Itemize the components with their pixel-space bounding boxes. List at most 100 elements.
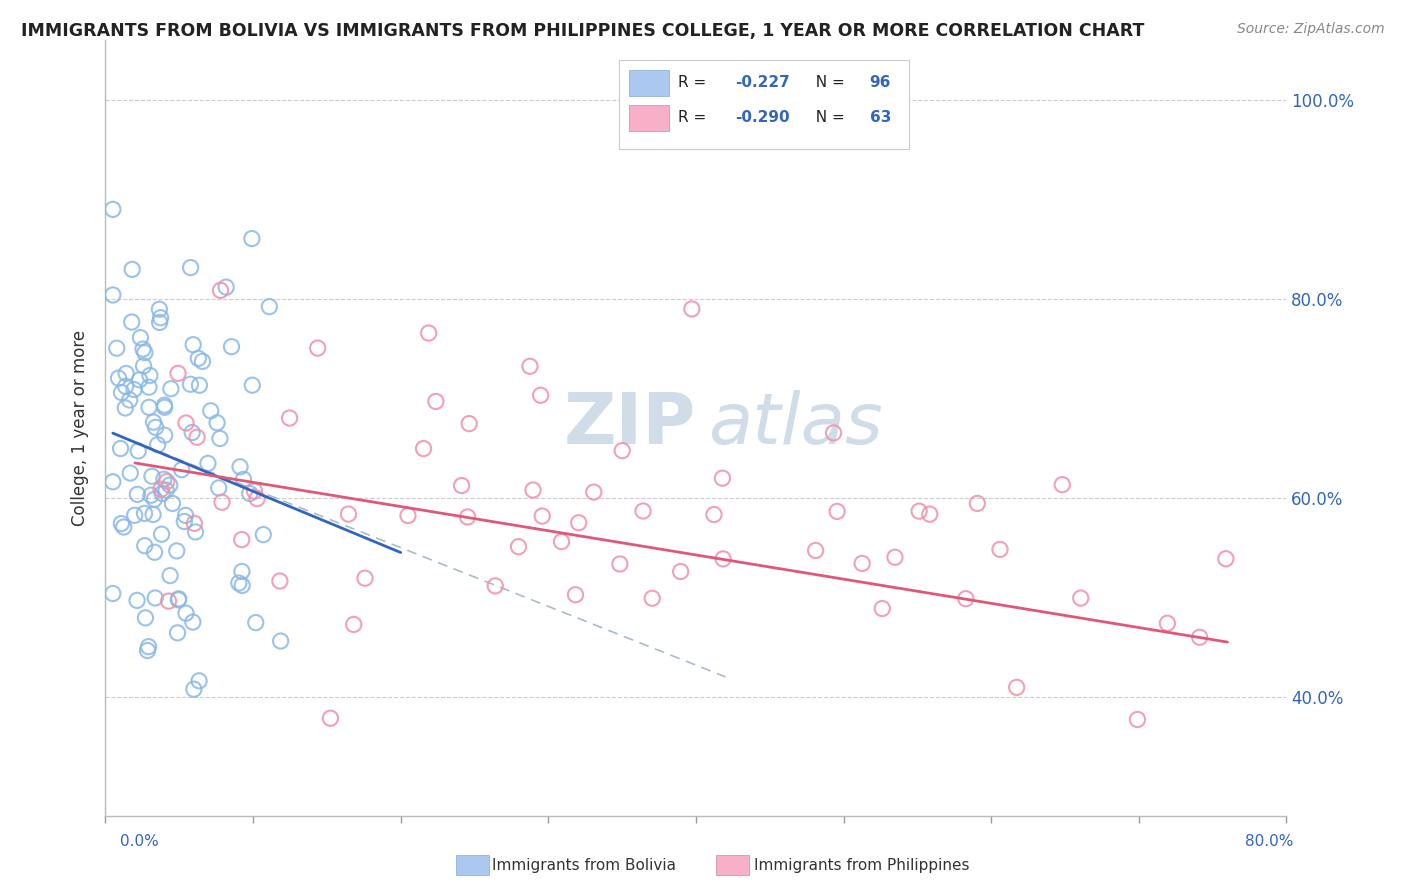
Point — [804, 543, 827, 558]
Text: 96: 96 — [869, 75, 891, 90]
Point — [112, 520, 135, 534]
Point — [252, 527, 274, 541]
Point — [278, 411, 301, 425]
Point — [418, 326, 440, 340]
Point — [269, 574, 291, 588]
Point — [121, 315, 143, 329]
Point — [884, 550, 907, 565]
Point — [101, 475, 124, 489]
Point — [122, 383, 145, 397]
Point — [139, 368, 162, 383]
Point — [240, 378, 263, 392]
Point — [564, 588, 586, 602]
Point — [150, 527, 173, 541]
Point — [134, 539, 156, 553]
Point — [1052, 477, 1074, 491]
Point — [259, 300, 281, 314]
Point — [703, 508, 725, 522]
Point — [484, 579, 506, 593]
Point — [134, 507, 156, 521]
Text: 63: 63 — [869, 111, 891, 125]
Point — [232, 472, 254, 486]
Point — [143, 492, 166, 507]
Point — [425, 394, 447, 409]
Point — [167, 592, 190, 607]
Point — [229, 459, 252, 474]
Text: N =: N = — [806, 111, 849, 125]
Point — [231, 533, 253, 547]
Point — [149, 310, 172, 325]
Point — [609, 557, 631, 571]
Text: -0.290: -0.290 — [735, 111, 790, 125]
Point — [412, 442, 434, 456]
Point — [143, 591, 166, 605]
Point — [101, 202, 124, 217]
Point — [128, 373, 150, 387]
Point — [114, 379, 136, 393]
Point — [1070, 591, 1092, 605]
Point — [522, 483, 544, 497]
Point — [110, 442, 132, 456]
Point — [110, 385, 132, 400]
Point — [181, 615, 204, 629]
Point — [132, 359, 155, 373]
FancyBboxPatch shape — [628, 70, 669, 96]
Point — [167, 367, 190, 381]
Point — [183, 682, 205, 697]
Point — [711, 471, 734, 485]
Point — [711, 552, 734, 566]
Point — [519, 359, 541, 374]
Text: Source: ZipAtlas.com: Source: ZipAtlas.com — [1237, 22, 1385, 37]
Point — [141, 469, 163, 483]
Text: 0.0%: 0.0% — [120, 834, 159, 848]
Point — [568, 516, 591, 530]
Point — [343, 617, 366, 632]
Point — [631, 504, 654, 518]
Point — [191, 354, 214, 368]
Point — [208, 432, 231, 446]
Point — [148, 302, 170, 317]
FancyBboxPatch shape — [628, 104, 669, 131]
Point — [188, 378, 211, 392]
Point — [183, 516, 205, 531]
Point — [550, 534, 572, 549]
Point — [531, 509, 554, 524]
Point — [160, 382, 183, 396]
Point — [159, 568, 181, 582]
Point — [270, 634, 292, 648]
Point — [243, 483, 266, 498]
Point — [180, 260, 202, 275]
Point — [174, 416, 197, 430]
Point — [138, 380, 160, 394]
Point — [170, 463, 193, 477]
Point — [115, 367, 138, 381]
Point — [458, 417, 481, 431]
Point — [174, 508, 197, 523]
Point — [530, 388, 553, 402]
Point — [107, 371, 129, 385]
Point — [457, 510, 479, 524]
Point — [908, 504, 931, 518]
Point — [129, 331, 152, 345]
Point — [1156, 616, 1178, 631]
Text: Immigrants from Bolivia: Immigrants from Bolivia — [492, 858, 676, 872]
Point — [825, 504, 848, 518]
Point — [200, 404, 222, 418]
Point — [508, 540, 530, 554]
Point — [150, 486, 173, 500]
Point — [124, 508, 146, 523]
Point — [188, 673, 211, 688]
Point — [851, 557, 873, 571]
Point — [205, 416, 228, 430]
Point — [162, 496, 184, 510]
Point — [181, 337, 204, 351]
Point — [988, 542, 1011, 557]
Point — [145, 420, 167, 434]
Point — [146, 438, 169, 452]
Point — [240, 231, 263, 245]
Point — [179, 377, 201, 392]
Point — [872, 601, 894, 615]
Point — [215, 280, 238, 294]
Point — [231, 578, 253, 592]
Point — [184, 524, 207, 539]
